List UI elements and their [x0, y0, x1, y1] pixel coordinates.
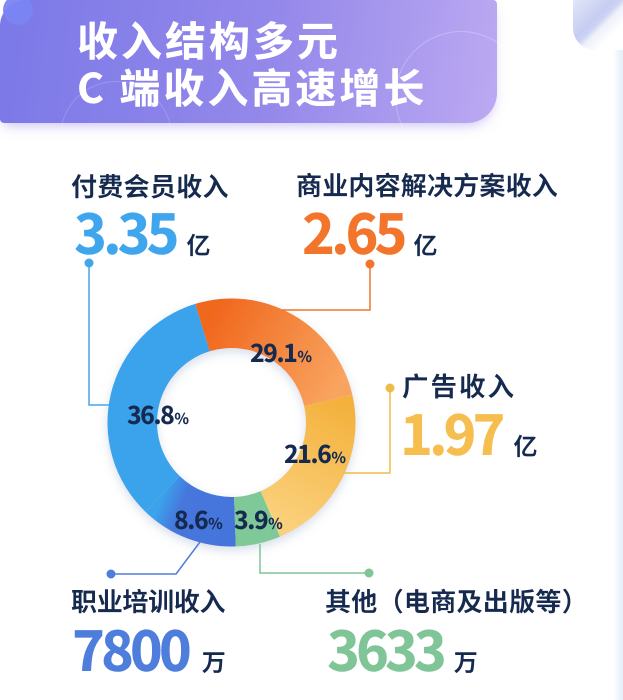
percent-label-others: 3.9% — [234, 507, 283, 537]
leader-dot-paid-membership — [84, 258, 94, 268]
percent-label-vocational-training: 8.6% — [174, 507, 223, 537]
percent-label-commercial-content: 29.1% — [250, 340, 312, 370]
metric-label: 职业培训收入 — [71, 582, 226, 619]
metric-value: 3633 — [327, 607, 447, 687]
corner-fold-decoration — [573, 0, 623, 50]
leader-dot-others-ecommerce-publishing — [364, 568, 374, 578]
donut-segment-paid-membership — [107, 303, 210, 512]
metric-label: 商业内容解决方案收入 — [296, 166, 559, 203]
percent-value: 8.6 — [174, 502, 209, 537]
donut-segment-others-ecommerce-publishing — [234, 491, 280, 547]
percent-sign: % — [208, 513, 223, 534]
metric-value: 2.65 — [302, 190, 407, 270]
metric-label: 广告收入 — [402, 365, 516, 404]
metric-value: 3.35 — [74, 190, 179, 270]
percent-value: 21.6 — [284, 436, 332, 471]
metric-advertising: 广告收入 1.97 亿 — [400, 365, 538, 471]
leader-line-advertising — [343, 388, 391, 474]
banner-circle-decoration — [3, 0, 33, 25]
right-edge-decoration — [613, 40, 623, 700]
metric-unit: 亿 — [413, 226, 438, 261]
leader-line-commercial-content-solutions — [282, 264, 371, 311]
donut-segment-commercial-content-solutions — [195, 298, 353, 406]
metric-label: 其他（电商及出版等） — [325, 582, 589, 619]
metric-others: 其他（电商及出版等） 3633 万 — [325, 588, 588, 675]
metric-value: 7800 — [72, 607, 192, 687]
banner-swirl-decoration — [395, 31, 527, 163]
percent-label-advertising: 21.6% — [284, 441, 346, 471]
metric-value: 1.97 — [400, 390, 505, 471]
leader-line-others-ecommerce-publishing — [259, 544, 369, 574]
percent-label-paid-membership: 36.8% — [127, 402, 189, 432]
donut-segments — [107, 298, 356, 547]
metric-unit: 亿 — [513, 426, 538, 462]
percent-value: 36.8 — [127, 397, 175, 432]
metric-vocational-training: 职业培训收入 7800 万 — [71, 588, 226, 675]
metric-unit: 万 — [453, 643, 478, 678]
percent-sign: % — [331, 447, 346, 468]
banner-title-line1: 收入结构多元 — [77, 8, 341, 68]
leader-dot-advertising — [385, 383, 395, 393]
leader-dot-vocational-training — [106, 569, 116, 579]
metric-label: 付费会员收入 — [71, 167, 229, 204]
percent-sign: % — [297, 346, 312, 367]
title-banner: 收入结构多元 C 端收入高速增长 — [0, 0, 527, 193]
percent-value: 29.1 — [250, 335, 298, 370]
donut-segment-vocational-training — [145, 476, 236, 547]
percent-value: 3.9 — [234, 502, 269, 537]
banner-swirl-decoration-2 — [60, 81, 172, 193]
percent-sign: % — [268, 513, 283, 534]
leader-line-vocational-training — [111, 541, 201, 575]
metric-unit: 亿 — [186, 226, 211, 261]
banner-title-line2: C 端收入高速增长 — [77, 55, 428, 115]
leader-dot-commercial-content-solutions — [365, 259, 375, 269]
metric-paid-membership: 付费会员收入 3.35 亿 — [71, 173, 229, 258]
percent-sign: % — [174, 408, 189, 429]
metric-commercial-content: 商业内容解决方案收入 2.65 亿 — [296, 172, 558, 258]
leader-line-paid-membership — [88, 263, 109, 406]
metric-unit: 万 — [201, 643, 226, 678]
donut-segment-advertising — [260, 394, 356, 537]
